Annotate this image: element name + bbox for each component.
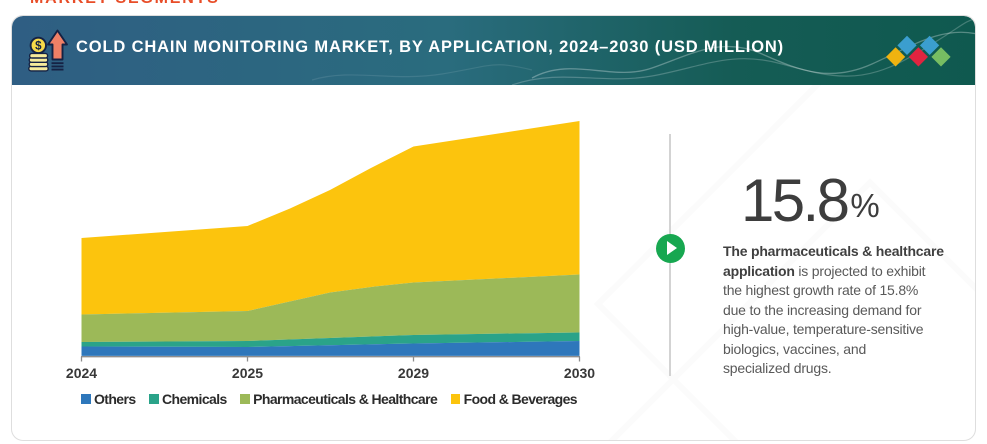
- svg-text:$: $: [35, 41, 42, 53]
